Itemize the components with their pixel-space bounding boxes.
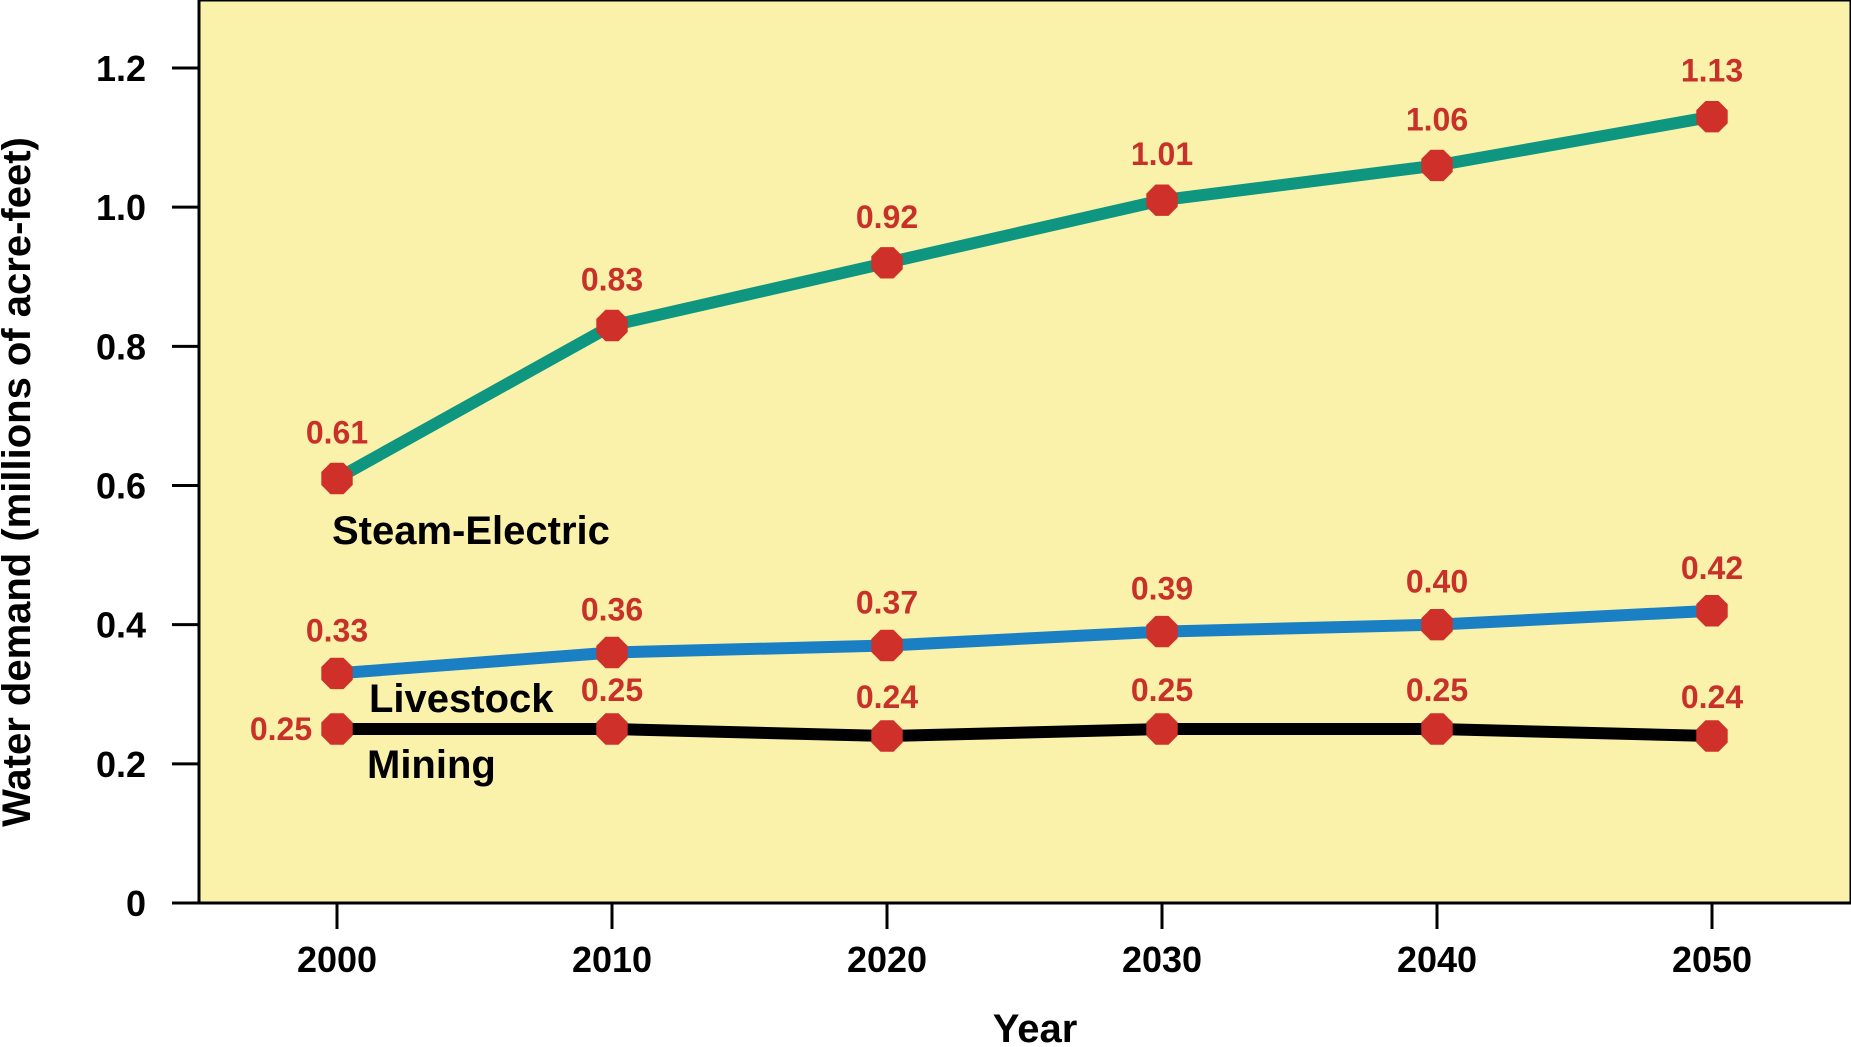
data-point-marker xyxy=(871,247,903,279)
data-labels: 0.61 0.83 0.92 1.01 1.06 1.13 0.33 0.36 0.37 0.39… xyxy=(250,53,1743,747)
y-tick-label: 1.2 xyxy=(96,48,146,89)
data-value-label: 0.33 xyxy=(306,612,368,648)
data-point-marker xyxy=(871,629,903,662)
series-line-steam-electric xyxy=(331,110,1718,485)
x-tick-label: 2010 xyxy=(572,939,652,980)
data-value-label: 0.24 xyxy=(856,679,918,715)
y-tick-label: 0.8 xyxy=(96,326,146,367)
y-axis-title: Water demand (millions of acre-feet) xyxy=(0,137,39,827)
series-line-livestock xyxy=(331,604,1718,680)
data-value-label: 0.36 xyxy=(581,592,643,628)
data-value-label: 1.01 xyxy=(1131,136,1193,172)
x-axis-title: Year xyxy=(993,1007,1078,1047)
data-point-marker xyxy=(1146,713,1178,745)
series-labels: Steam-Electric Livestock Mining xyxy=(332,509,610,787)
data-value-label: 0.39 xyxy=(1131,571,1193,607)
data-point-marker xyxy=(596,636,628,669)
data-point-marker xyxy=(1421,713,1453,745)
data-point-marker xyxy=(1696,595,1728,627)
data-point-marker xyxy=(1696,720,1728,752)
series-label-livestock: Livestock xyxy=(369,677,554,721)
x-tick-label: 2040 xyxy=(1397,939,1477,980)
y-tick-label: 1.0 xyxy=(96,187,146,228)
data-value-label: 0.83 xyxy=(581,261,643,297)
data-markers xyxy=(321,101,1728,752)
data-point-marker xyxy=(1421,149,1453,182)
data-value-label: 0.61 xyxy=(306,415,368,451)
data-point-marker xyxy=(596,713,628,745)
data-point-marker xyxy=(1696,101,1728,133)
x-tick-label: 2050 xyxy=(1672,939,1752,980)
data-point-marker xyxy=(321,462,353,495)
y-tick-label: 0 xyxy=(126,883,146,924)
series-line-mining xyxy=(331,723,1718,742)
data-point-marker xyxy=(1146,184,1178,216)
data-value-label: 0.25 xyxy=(581,672,643,708)
x-tick-label: 2000 xyxy=(297,939,377,980)
data-value-label: 0.24 xyxy=(1681,679,1743,715)
data-value-label: 1.13 xyxy=(1681,53,1743,89)
series-lines xyxy=(331,110,1718,742)
x-tick-label: 2030 xyxy=(1122,939,1202,980)
y-tick-label: 0.2 xyxy=(96,744,146,785)
series-label-mining: Mining xyxy=(367,743,496,787)
plot-area xyxy=(197,0,1851,905)
data-point-marker xyxy=(1421,609,1453,641)
y-tick-label: 0.4 xyxy=(96,605,146,646)
data-point-marker xyxy=(871,720,903,752)
data-point-marker xyxy=(596,309,628,342)
x-tick-label: 2020 xyxy=(847,939,927,980)
data-value-label: 0.37 xyxy=(856,585,918,621)
data-value-label: 0.25 xyxy=(1406,672,1468,708)
series-label-steam-electric: Steam-Electric xyxy=(332,509,610,553)
data-value-label: 0.40 xyxy=(1406,564,1468,600)
data-value-label: 0.42 xyxy=(1681,550,1743,586)
data-point-marker xyxy=(321,713,353,745)
data-value-label: 0.92 xyxy=(856,199,918,235)
data-value-label: 0.25 xyxy=(1131,672,1193,708)
data-point-marker xyxy=(321,657,353,690)
data-value-label: 1.06 xyxy=(1406,101,1468,137)
x-axis: 2000 2010 2020 2030 2040 2050 xyxy=(297,903,1752,980)
data-point-marker xyxy=(1146,615,1178,648)
y-tick-label: 0.6 xyxy=(96,466,146,507)
y-axis: 0 0.2 0.4 0.6 0.8 1.0 1.2 xyxy=(96,48,199,924)
data-value-label: 0.25 xyxy=(250,711,312,747)
